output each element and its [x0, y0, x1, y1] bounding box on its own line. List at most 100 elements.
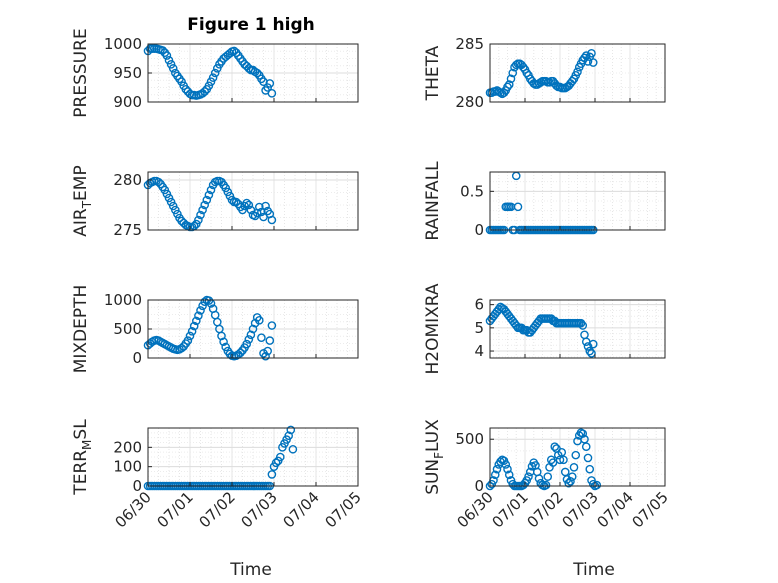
- data-point: [252, 68, 262, 78]
- y-axis-label: TERRMSL: [71, 419, 94, 496]
- data-point: [164, 55, 174, 65]
- data-point: [183, 336, 193, 345]
- data-point: [206, 77, 216, 86]
- data-point: [204, 190, 214, 200]
- y-tick-label: 900: [113, 93, 142, 111]
- y-axis-label: THETA: [423, 45, 443, 101]
- data-point: [524, 472, 533, 481]
- data-point: [534, 474, 544, 483]
- axes-box: [489, 171, 666, 231]
- data-point: [219, 337, 228, 347]
- y-tick-label: 0: [132, 477, 142, 495]
- data-point: [506, 74, 516, 84]
- data-point: [196, 306, 205, 315]
- data-point: [263, 346, 273, 356]
- data-point: [206, 185, 216, 195]
- data-point: [244, 335, 254, 344]
- data-point: [168, 64, 178, 73]
- x-axis-label-left: Time: [229, 560, 272, 580]
- data-point: [236, 348, 245, 358]
- subplot-pressure: 900 950 1000 PRESSURE: [71, 28, 359, 118]
- data-point: [158, 46, 167, 55]
- subplot-air-temp: 275 280 AIRTEMP: [71, 165, 359, 239]
- data-point: [221, 342, 230, 352]
- data-point: [154, 177, 163, 187]
- data-point: [248, 324, 258, 334]
- figure-title: Figure 1 high: [187, 15, 315, 35]
- data-point: [501, 460, 511, 469]
- data-point: [587, 48, 596, 58]
- data-point: [198, 205, 207, 215]
- data-point: [267, 470, 277, 479]
- data-point: [257, 207, 266, 217]
- y-tick-label: 275: [113, 221, 142, 239]
- data-point: [244, 200, 254, 210]
- data-point: [583, 57, 593, 66]
- data-point: [265, 336, 275, 345]
- subplot-mixdepth: 0 500 1000 MIXDEPTH: [71, 285, 359, 374]
- axes-box: [489, 427, 666, 487]
- data-point: [185, 331, 195, 341]
- data-point: [550, 442, 560, 452]
- data-point: [217, 331, 226, 341]
- y-axis-label: RAINFALL: [423, 161, 443, 241]
- data-point: [208, 73, 218, 82]
- y-tick-label: 6: [474, 296, 484, 314]
- y-tick-label: 500: [455, 430, 484, 448]
- data-point: [189, 321, 199, 331]
- data-point: [492, 464, 502, 474]
- y-tick-label: 0: [474, 221, 484, 239]
- data-point: [566, 477, 575, 486]
- y-tick-label: 1000: [104, 35, 142, 53]
- data-point: [200, 200, 209, 210]
- subplot-rainfall: 0 0.5 RAINFALL: [423, 161, 666, 241]
- axes-box: [489, 43, 666, 103]
- y-tick-label: 5: [474, 319, 484, 337]
- y-tick-label: 280: [113, 171, 142, 189]
- data-point: [261, 351, 270, 361]
- data-point: [504, 470, 514, 480]
- data-point: [503, 464, 512, 474]
- data-point: [588, 58, 598, 67]
- y-tick-label: 0: [474, 477, 484, 495]
- data-point: [257, 333, 266, 343]
- data-point: [210, 68, 220, 78]
- data-point: [581, 442, 591, 452]
- data-point: [162, 51, 172, 60]
- y-tick-label: 0: [132, 349, 142, 367]
- data-point: [261, 201, 270, 211]
- data-point: [576, 318, 586, 328]
- data-point: [267, 215, 277, 225]
- data-point: [564, 478, 574, 488]
- y-axis-label: SUNFLUX: [423, 419, 446, 495]
- y-tick-label: 500: [113, 320, 142, 338]
- data-point: [490, 470, 500, 480]
- data-point: [571, 450, 581, 460]
- y-tick-label: 4: [474, 342, 484, 360]
- subplot-h2omixra: 4 5 6 H2OMIXRA: [423, 283, 666, 375]
- data-point: [246, 330, 256, 340]
- data-point: [227, 195, 237, 205]
- data-point: [588, 479, 598, 489]
- data-point: [267, 321, 277, 330]
- data-point: [263, 83, 273, 92]
- y-axis-label: MIXDEPTH: [71, 285, 91, 374]
- data-point: [200, 87, 209, 96]
- data-point: [242, 339, 251, 349]
- data-point: [177, 343, 186, 353]
- y-tick-label: 0.5: [460, 182, 484, 200]
- data-point: [573, 67, 582, 77]
- data-point: [177, 77, 186, 86]
- data-point: [588, 339, 598, 349]
- data-point: [191, 316, 201, 326]
- data-point: [583, 342, 593, 351]
- axes-box: [489, 299, 666, 359]
- data-point: [543, 472, 553, 481]
- data-point: [166, 60, 176, 69]
- data-point: [569, 462, 579, 472]
- data-point: [503, 82, 512, 92]
- data-point: [242, 198, 251, 208]
- x-axis-label-right: Time: [572, 560, 615, 580]
- data-point: [587, 349, 596, 358]
